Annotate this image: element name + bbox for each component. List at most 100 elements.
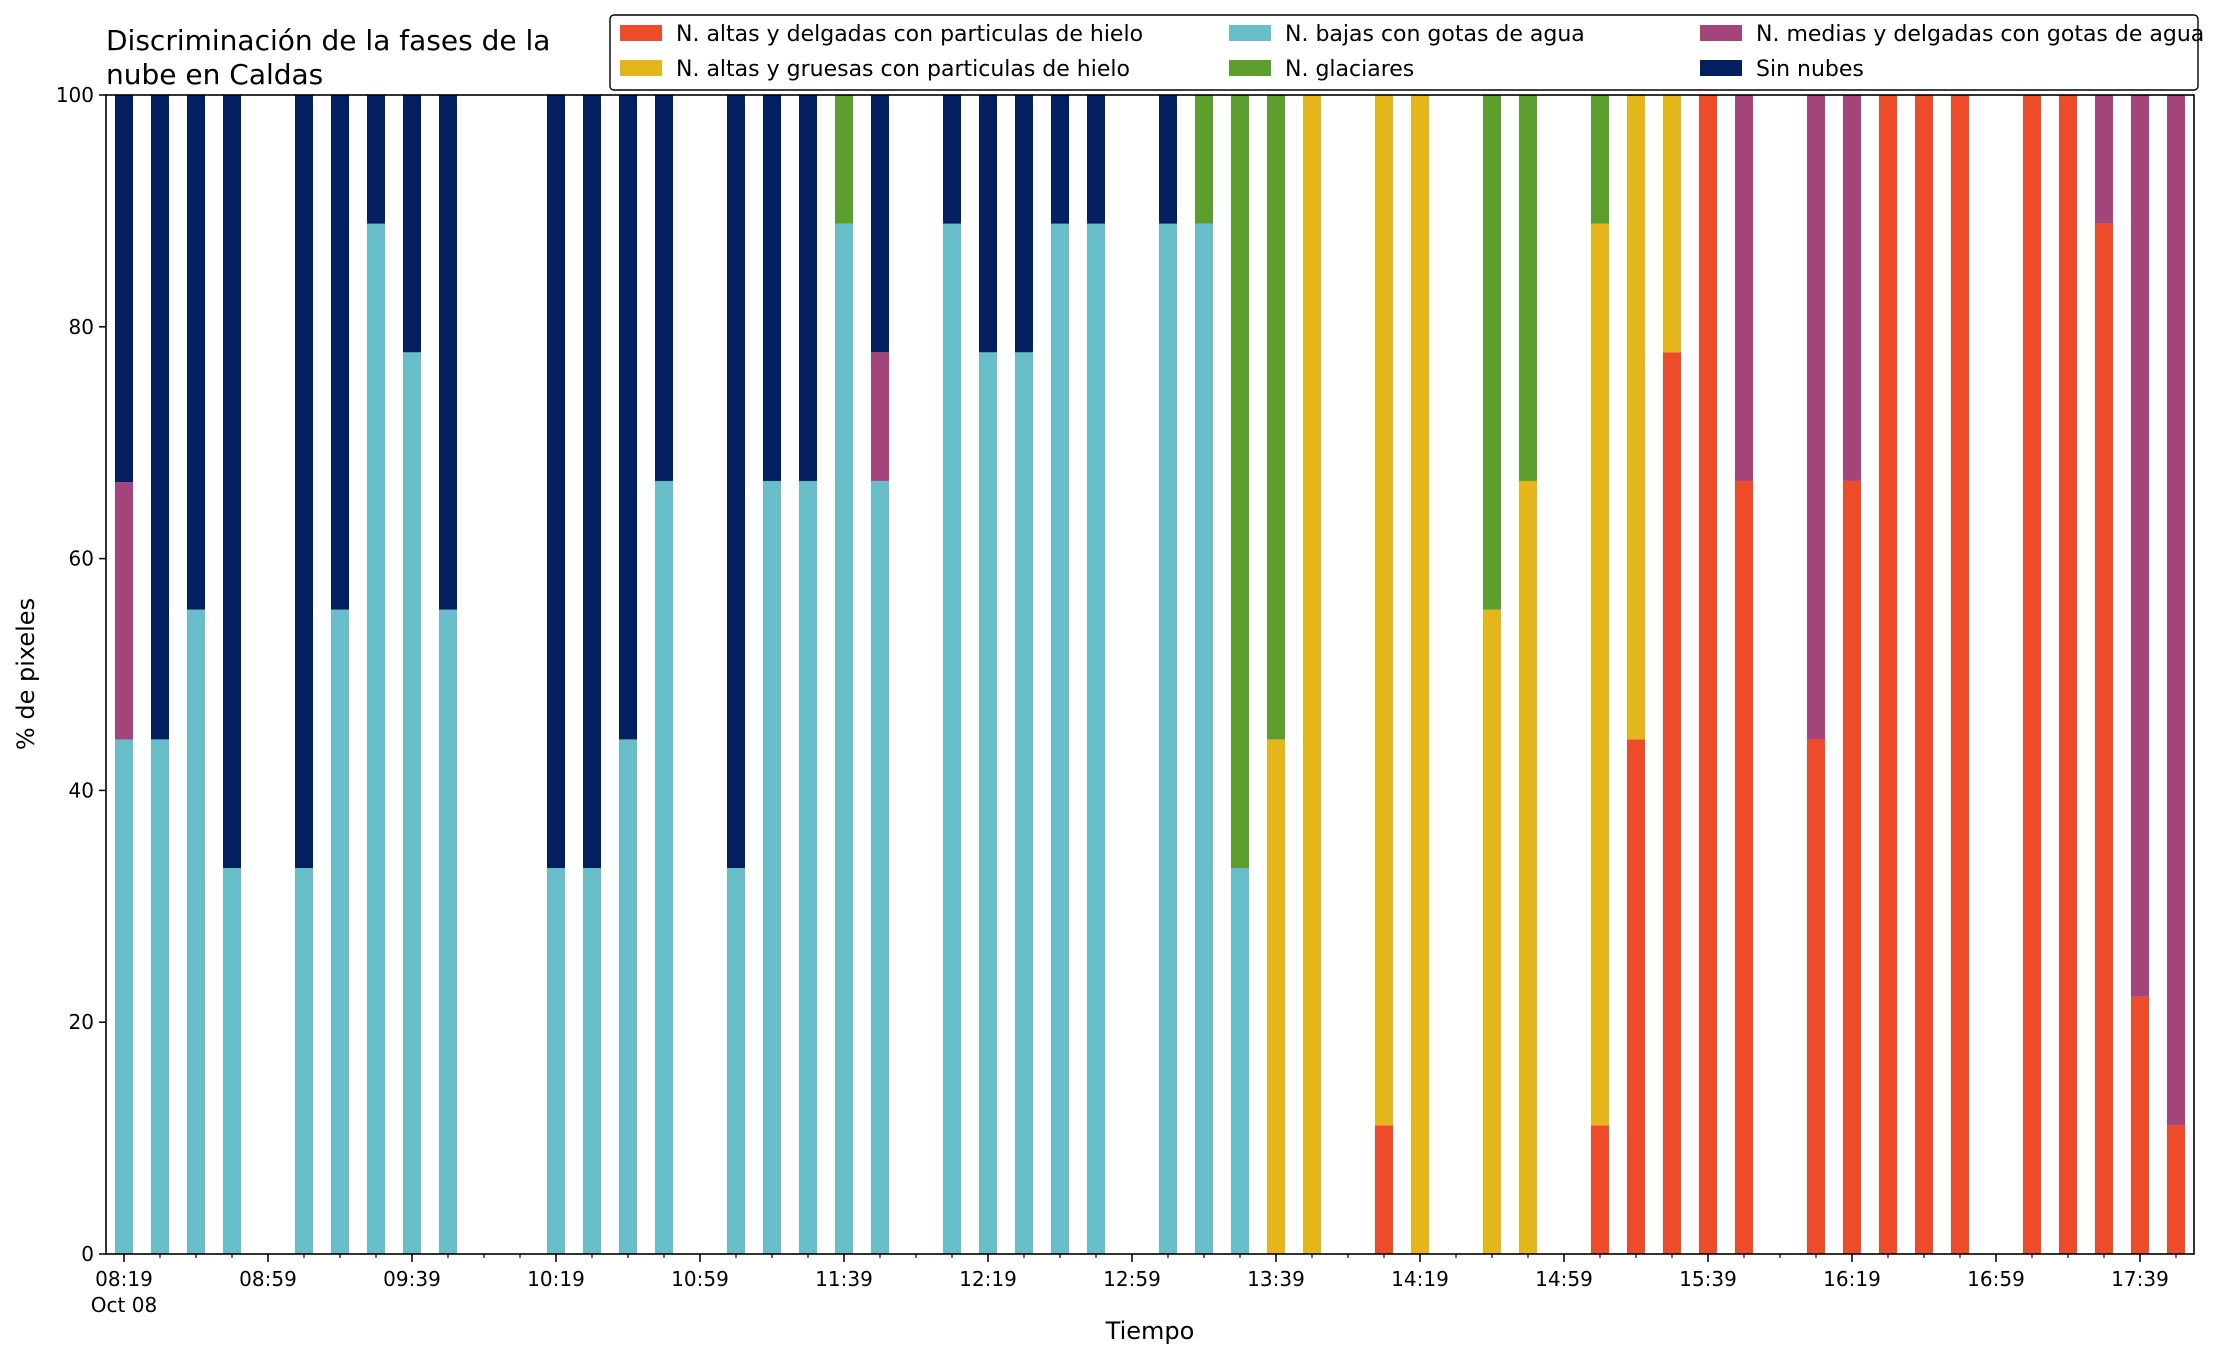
bar-0919-bajas [331, 609, 349, 1254]
bar-1129-bajas [799, 480, 817, 1254]
bar-1149-bajas [871, 480, 889, 1254]
x-tick-label-1459: 14:59 [1535, 1267, 1593, 1291]
x-tick-label-1059: 10:59 [671, 1267, 729, 1291]
bar-1219-bajas [979, 352, 997, 1254]
bar-0829-bajas [151, 739, 169, 1254]
bar-1549-alt_delg [1735, 480, 1753, 1254]
x-tick-label-1619: 16:19 [1823, 1267, 1881, 1291]
bar-1509-alt_delg [1591, 1125, 1609, 1254]
bar-1619-alt_delg [1843, 480, 1861, 1254]
x-tick-label-1539: 15:39 [1679, 1267, 1737, 1291]
x-tick-label-1419: 14:19 [1391, 1267, 1449, 1291]
bar-0819-bajas [115, 739, 133, 1254]
y-tick-label-60: 60 [69, 547, 94, 571]
bar-1519-alt_grue [1627, 95, 1645, 740]
legend-swatch-alt_grue [620, 60, 662, 76]
bar-1109-sin [727, 95, 745, 869]
x-tick-label-1139: 11:39 [815, 1267, 873, 1291]
bar-1319-glac [1195, 95, 1213, 224]
legend-label-med: N. medias y delgadas con gotas de agua [1756, 22, 2204, 47]
bar-0849-bajas [223, 868, 241, 1254]
y-tick-label-20: 20 [69, 1010, 94, 1034]
bar-1409-alt_grue [1375, 95, 1393, 1126]
bar-1609-alt_delg [1807, 739, 1825, 1254]
bar-1729-alt_delg [2095, 223, 2113, 1254]
bar-1449-glac [1519, 95, 1537, 481]
x-axis-label: Tiempo [1105, 1317, 1195, 1345]
bar-0929-sin [367, 95, 385, 224]
bar-1239-bajas [1051, 223, 1069, 1254]
x-tick-label-0939: 09:39 [383, 1267, 441, 1291]
bar-0949-sin [439, 95, 457, 610]
bar-0909-bajas [295, 868, 313, 1254]
bar-1149-med [871, 352, 889, 481]
bar-0819-sin [115, 95, 133, 483]
y-axis-label: % de pixeles [12, 598, 40, 750]
legend-label-sin: Sin nubes [1756, 57, 1864, 82]
bar-1609-med [1807, 95, 1825, 740]
legend-label-alt_grue: N. altas y gruesas con particulas de hie… [676, 57, 1130, 82]
bar-1349-alt_grue [1303, 95, 1321, 1254]
x-tick-label-1659: 16:59 [1967, 1267, 2025, 1291]
bar-1739-alt_delg [2131, 996, 2149, 1254]
bar-1249-sin [1087, 95, 1105, 224]
x-tick-sublabel: Oct 08 [91, 1293, 157, 1317]
bar-1019-sin [547, 95, 565, 869]
bar-1049-sin [655, 95, 673, 481]
legend-frame [609, 14, 2199, 91]
bar-0849-sin [223, 95, 241, 869]
legend-swatch-med [1700, 25, 1742, 41]
x-tick-label-1739: 17:39 [2111, 1267, 2169, 1291]
axes [105, 94, 2195, 1255]
bar-1019-bajas [547, 868, 565, 1254]
x-tick-label-1019: 10:19 [527, 1267, 585, 1291]
y-tick-label-100: 100 [56, 83, 94, 107]
chart-title-line-2: nube en Caldas [106, 58, 323, 91]
bar-0929-bajas [367, 223, 385, 1254]
bar-1639-alt_delg [1915, 95, 1933, 1254]
bar-1139-bajas [835, 223, 853, 1254]
y-axis: 0 20 40 60 80 100 [56, 83, 106, 1266]
bar-1649-alt_delg [1951, 95, 1969, 1254]
x-tick-label-0819: 08:19 [95, 1267, 153, 1291]
bar-1229-bajas [1015, 352, 1033, 1254]
bar-1749-med [2167, 95, 2185, 1126]
bar-1329-glac [1231, 95, 1249, 869]
chart-title-line-1: Discriminación de la fases de la [106, 24, 550, 57]
bar-1519-alt_delg [1627, 739, 1645, 1254]
bar-1029-sin [583, 95, 601, 869]
bar-1339-glac [1267, 95, 1285, 740]
x-tick-label-1339: 13:39 [1247, 1267, 1305, 1291]
bar-0839-bajas [187, 609, 205, 1254]
bar-1119-sin [763, 95, 781, 481]
bar-0919-sin [331, 95, 349, 610]
bar-1529-alt_grue [1663, 95, 1681, 353]
bar-1209-sin [943, 95, 961, 224]
bar-1049-bajas [655, 480, 673, 1254]
legend: N. altas y delgadas con particulas de hi… [609, 14, 2204, 91]
bar-1309-sin [1159, 95, 1177, 224]
bar-1449-alt_grue [1519, 480, 1537, 1254]
bar-0949-bajas [439, 609, 457, 1254]
bar-1149-sin [871, 95, 889, 353]
x-tick-label-0859: 08:59 [239, 1267, 297, 1291]
chart-title: Discriminación de la fases de la nube en… [106, 24, 550, 91]
legend-swatch-bajas [1229, 25, 1271, 41]
bar-1239-sin [1051, 95, 1069, 224]
bar-1219-sin [979, 95, 997, 353]
bar-1119-bajas [763, 480, 781, 1254]
y-tick-label-40: 40 [69, 778, 94, 802]
bar-1439-alt_grue [1483, 609, 1501, 1254]
bar-0839-sin [187, 95, 205, 610]
bar-1739-med [2131, 95, 2149, 997]
bar-1249-bajas [1087, 223, 1105, 1254]
bar-1339-alt_grue [1267, 739, 1285, 1254]
bar-1209-bajas [943, 223, 961, 1254]
bar-1329-bajas [1231, 868, 1249, 1254]
bar-0819-med [115, 482, 133, 740]
bar-1129-sin [799, 95, 817, 481]
bar-1709-alt_delg [2023, 95, 2041, 1254]
bar-1509-glac [1591, 95, 1609, 224]
legend-label-alt_delg: N. altas y delgadas con particulas de hi… [676, 22, 1143, 47]
